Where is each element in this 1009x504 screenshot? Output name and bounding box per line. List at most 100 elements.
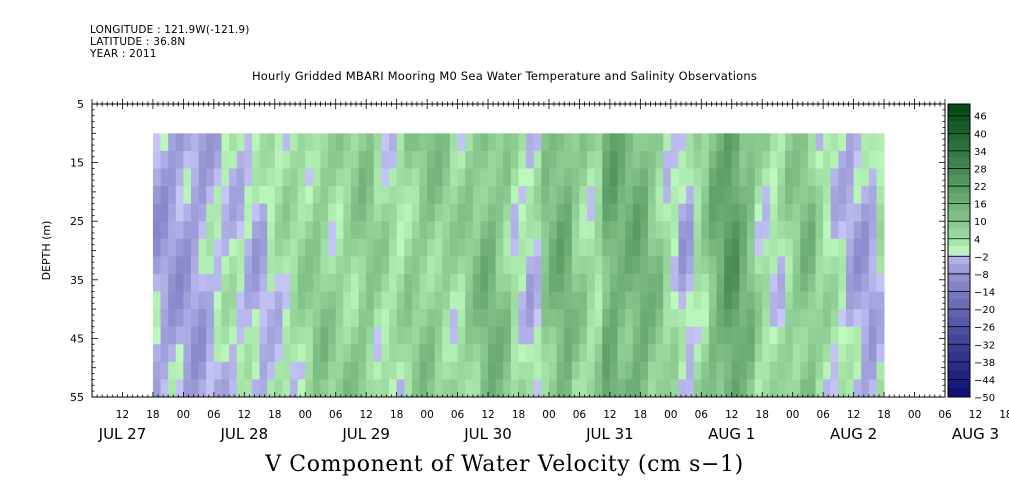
colorbar-label: 46: [974, 112, 987, 123]
hour-tick-label: 00: [299, 409, 312, 421]
heatmap-cell: [183, 309, 192, 328]
heatmap-cell: [647, 326, 656, 345]
heatmap-cell: [191, 186, 200, 205]
heatmap-cell: [350, 133, 359, 152]
heatmap-cell: [244, 238, 253, 257]
heatmap-cell: [602, 361, 611, 380]
heatmap-cell: [229, 309, 238, 328]
heatmap-cell: [739, 238, 748, 257]
heatmap-cell: [244, 256, 253, 275]
heatmap-cell: [160, 238, 169, 257]
heatmap-cell: [640, 238, 649, 257]
heatmap-cell: [670, 379, 679, 398]
chart-title: Hourly Gridded MBARI Mooring M0 Sea Wate…: [251, 69, 758, 83]
heatmap-cell: [746, 273, 755, 292]
heatmap-cell: [541, 379, 550, 398]
heatmap-cell: [175, 309, 184, 328]
heatmap-cell: [213, 150, 222, 169]
heatmap-cell: [640, 309, 649, 328]
heatmap-cell: [792, 379, 801, 398]
heatmap-cell: [168, 344, 177, 363]
date-label: JUL 29: [341, 425, 390, 443]
heatmap-cell: [769, 238, 778, 257]
heatmap-cell: [411, 361, 420, 380]
heatmap-cell: [160, 309, 169, 328]
heatmap-cell: [670, 326, 679, 345]
heatmap-cell: [480, 291, 489, 310]
heatmap-cell: [168, 309, 177, 328]
heatmap-cell: [754, 168, 763, 187]
heatmap-cell: [853, 150, 862, 169]
hour-tick-label: 18: [877, 409, 890, 421]
heatmap-cell: [876, 361, 885, 380]
latitude-label: LATITUDE : 36.8N: [90, 36, 186, 48]
heatmap-cell: [625, 150, 634, 169]
heatmap-cell: [762, 221, 771, 240]
heatmap-cell: [259, 273, 268, 292]
heatmap-cell: [427, 150, 436, 169]
heatmap-cell: [777, 256, 786, 275]
heatmap-cell: [343, 133, 352, 152]
heatmap-cell: [389, 291, 398, 310]
heatmap-cell: [495, 133, 504, 152]
heatmap-cell: [175, 221, 184, 240]
heatmap-cell: [663, 133, 672, 152]
heatmap-cell: [800, 221, 809, 240]
heatmap-cell: [236, 150, 245, 169]
heatmap-cell: [480, 203, 489, 222]
heatmap-cell: [746, 309, 755, 328]
heatmap-cell: [389, 361, 398, 380]
heatmap-cell: [267, 361, 276, 380]
heatmap-cell: [442, 379, 451, 398]
heatmap-cell: [411, 150, 420, 169]
heatmap-cell: [495, 309, 504, 328]
heatmap-cell: [807, 186, 816, 205]
heatmap-cell: [282, 273, 291, 292]
heatmap-cell: [868, 273, 877, 292]
heatmap-cell: [609, 291, 618, 310]
heatmap-cell: [335, 344, 344, 363]
heatmap-cell: [853, 291, 862, 310]
heatmap-cell: [328, 326, 337, 345]
heatmap-cell: [244, 326, 253, 345]
hour-tick-label: 18: [756, 409, 769, 421]
heatmap-cell: [160, 344, 169, 363]
heatmap-cell: [442, 133, 451, 152]
heatmap-cell: [175, 168, 184, 187]
heatmap-cell: [198, 379, 207, 398]
heatmap-cell: [670, 256, 679, 275]
heatmap-cell: [221, 238, 230, 257]
heatmap-cell: [191, 326, 200, 345]
heatmap-cell: [389, 273, 398, 292]
heatmap-cell: [602, 256, 611, 275]
hour-tick-label: 00: [177, 409, 190, 421]
heatmap-cell: [434, 256, 443, 275]
heatmap-cell: [640, 326, 649, 345]
heatmap-cell: [191, 133, 200, 152]
heatmap-cell: [640, 186, 649, 205]
heatmap-cell: [541, 221, 550, 240]
heatmap-cell: [160, 203, 169, 222]
heatmap-cell: [427, 273, 436, 292]
heatmap-cell: [708, 291, 717, 310]
heatmap-cell: [221, 150, 230, 169]
heatmap-cell: [495, 238, 504, 257]
heatmap-cell: [533, 379, 542, 398]
heatmap-cell: [716, 361, 725, 380]
heatmap-cell: [274, 150, 283, 169]
heatmap-cell: [404, 256, 413, 275]
heatmap-cell: [678, 273, 687, 292]
heatmap-cell: [526, 168, 535, 187]
heatmap-cell: [160, 326, 169, 345]
heatmap-cell: [746, 256, 755, 275]
heatmap-cell: [587, 326, 596, 345]
heatmap-cell: [533, 203, 542, 222]
heatmap-cell: [853, 379, 862, 398]
heatmap-cell: [510, 221, 519, 240]
heatmap-cell: [609, 344, 618, 363]
heatmap-cell: [556, 344, 565, 363]
heatmap-cell: [221, 221, 230, 240]
heatmap-cell: [152, 221, 161, 240]
heatmap-cell: [845, 256, 855, 275]
heatmap-cell: [510, 168, 519, 187]
